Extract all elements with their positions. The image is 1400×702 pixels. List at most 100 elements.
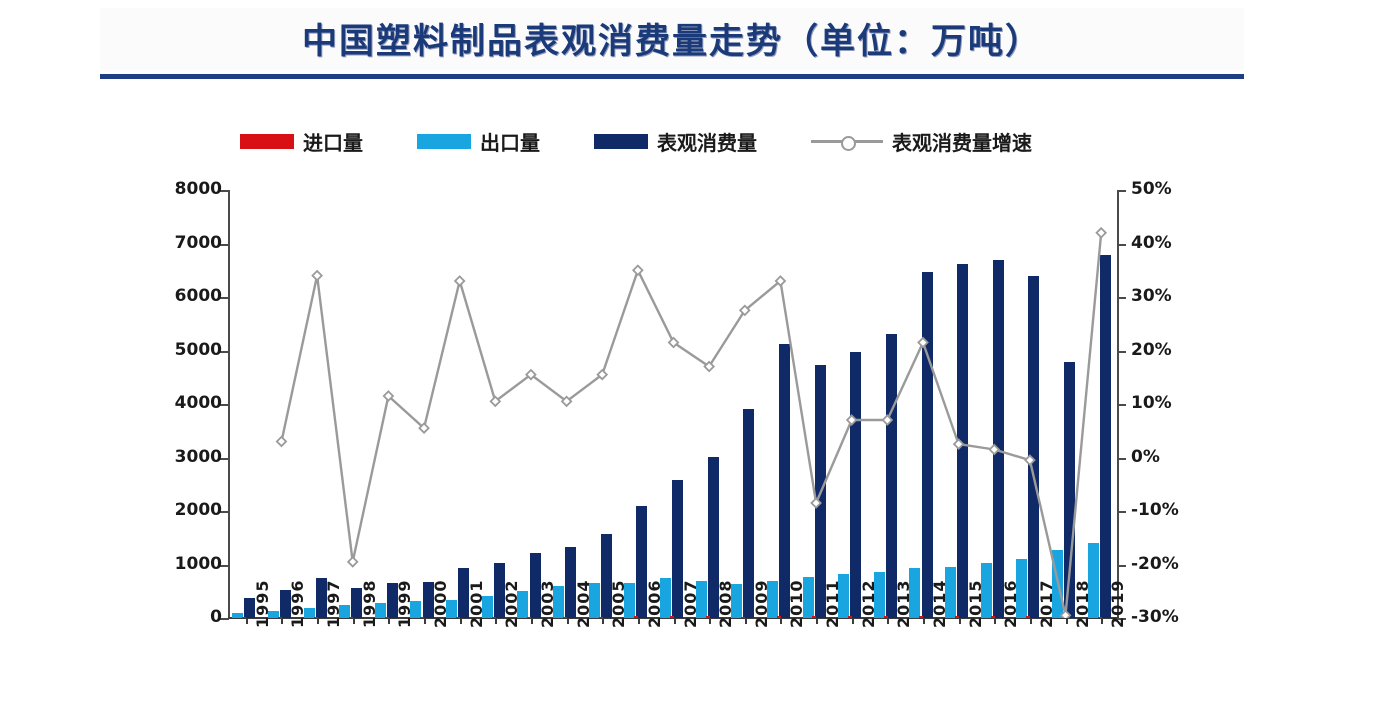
bar-export-2000[interactable] bbox=[410, 600, 422, 618]
bar-export-1998[interactable] bbox=[339, 605, 351, 618]
bar-consumption-2000[interactable] bbox=[422, 581, 434, 618]
growth-point-2007[interactable] bbox=[667, 336, 680, 349]
growth-point-2013[interactable] bbox=[881, 414, 894, 426]
bar-import-2013[interactable] bbox=[883, 616, 888, 618]
bar-import-1999[interactable] bbox=[384, 617, 389, 618]
growth-point-2004[interactable] bbox=[560, 395, 573, 408]
bar-consumption-1996[interactable] bbox=[280, 590, 292, 618]
bar-export-2005[interactable] bbox=[588, 583, 600, 618]
growth-point-2003[interactable] bbox=[525, 368, 537, 381]
bar-consumption-2015[interactable] bbox=[957, 264, 969, 618]
bar-import-2000[interactable] bbox=[420, 617, 425, 618]
bar-import-1998[interactable] bbox=[349, 617, 354, 618]
growth-point-2002[interactable] bbox=[489, 395, 502, 408]
bar-consumption-2017[interactable] bbox=[1028, 275, 1040, 618]
growth-point-2018[interactable] bbox=[1059, 609, 1072, 618]
bar-import-2015[interactable] bbox=[955, 616, 960, 618]
bar-export-2010[interactable] bbox=[766, 580, 778, 618]
growth-point-1996[interactable] bbox=[275, 435, 288, 448]
bar-consumption-2016[interactable] bbox=[992, 259, 1004, 618]
bar-export-2008[interactable] bbox=[695, 580, 707, 618]
bar-consumption-2013[interactable] bbox=[885, 333, 897, 618]
bar-consumption-1997[interactable] bbox=[315, 578, 327, 618]
growth-point-2011[interactable] bbox=[810, 497, 822, 509]
growth-point-2009[interactable] bbox=[738, 304, 751, 317]
growth-point-2010[interactable] bbox=[774, 275, 787, 287]
growth-point-2001[interactable] bbox=[453, 275, 466, 287]
bar-import-2002[interactable] bbox=[491, 616, 496, 618]
bar-consumption-2007[interactable] bbox=[672, 479, 684, 618]
bar-import-2003[interactable] bbox=[527, 616, 532, 618]
bar-export-1996[interactable] bbox=[267, 610, 279, 618]
bar-consumption-1998[interactable] bbox=[351, 588, 363, 618]
bar-consumption-2009[interactable] bbox=[743, 409, 755, 618]
bar-export-2002[interactable] bbox=[481, 595, 493, 618]
bar-import-2017[interactable] bbox=[1026, 616, 1031, 618]
bar-export-2015[interactable] bbox=[945, 566, 957, 618]
bar-import-2005[interactable] bbox=[598, 616, 603, 618]
growth-point-2005[interactable] bbox=[596, 368, 609, 381]
bar-consumption-2004[interactable] bbox=[565, 546, 577, 618]
bar-import-2019[interactable] bbox=[1097, 616, 1102, 618]
bar-export-2019[interactable] bbox=[1087, 543, 1099, 618]
bar-import-2001[interactable] bbox=[456, 616, 461, 618]
growth-point-2000[interactable] bbox=[418, 422, 430, 434]
bar-consumption-2003[interactable] bbox=[529, 553, 541, 618]
bar-consumption-2002[interactable] bbox=[493, 562, 505, 618]
bar-export-2017[interactable] bbox=[1016, 558, 1028, 618]
bar-import-2009[interactable] bbox=[741, 616, 746, 618]
bar-consumption-2001[interactable] bbox=[458, 567, 470, 618]
bar-consumption-2008[interactable] bbox=[707, 456, 719, 618]
bar-import-1996[interactable] bbox=[277, 617, 282, 618]
growth-point-2016[interactable] bbox=[988, 443, 1001, 456]
bar-import-2007[interactable] bbox=[669, 616, 674, 618]
growth-point-2019[interactable] bbox=[1095, 226, 1108, 239]
bar-import-1995[interactable] bbox=[242, 617, 247, 618]
growth-point-1999[interactable] bbox=[382, 390, 395, 402]
bar-import-2004[interactable] bbox=[563, 616, 567, 618]
bar-import-2011[interactable] bbox=[812, 616, 817, 618]
bar-consumption-2010[interactable] bbox=[778, 344, 790, 618]
legend-growth[interactable]: 表观消费量增速 bbox=[811, 127, 1032, 156]
bar-export-2009[interactable] bbox=[731, 583, 743, 618]
bar-export-2001[interactable] bbox=[446, 600, 458, 618]
growth-point-2014[interactable] bbox=[917, 336, 929, 349]
bar-import-2010[interactable] bbox=[776, 616, 781, 618]
bar-export-2013[interactable] bbox=[873, 572, 885, 618]
bar-import-2008[interactable] bbox=[705, 616, 710, 618]
bar-export-1997[interactable] bbox=[303, 607, 315, 618]
bar-consumption-2005[interactable] bbox=[600, 534, 612, 618]
bar-import-1997[interactable] bbox=[313, 617, 318, 618]
bar-consumption-1999[interactable] bbox=[386, 583, 398, 618]
growth-point-2017[interactable] bbox=[1024, 454, 1036, 467]
bar-consumption-2014[interactable] bbox=[921, 272, 933, 618]
legend-import[interactable]: 进口量 bbox=[240, 127, 363, 156]
bar-consumption-2012[interactable] bbox=[850, 351, 862, 618]
growth-point-2006[interactable] bbox=[631, 264, 644, 277]
bar-import-2012[interactable] bbox=[848, 616, 853, 618]
bar-export-2016[interactable] bbox=[980, 562, 992, 618]
bar-import-2014[interactable] bbox=[919, 615, 924, 618]
bar-import-2016[interactable] bbox=[990, 616, 995, 618]
bar-consumption-2019[interactable] bbox=[1099, 254, 1111, 618]
bar-export-2007[interactable] bbox=[659, 578, 671, 618]
bar-consumption-1995[interactable] bbox=[244, 597, 256, 618]
legend-export[interactable]: 出口量 bbox=[417, 127, 540, 156]
bar-export-2012[interactable] bbox=[838, 574, 850, 618]
bar-export-1995[interactable] bbox=[232, 612, 244, 618]
bar-export-2006[interactable] bbox=[624, 582, 636, 618]
bar-export-2004[interactable] bbox=[553, 586, 565, 618]
bar-import-2006[interactable] bbox=[634, 616, 639, 618]
bar-export-1999[interactable] bbox=[374, 603, 386, 618]
bar-export-2003[interactable] bbox=[517, 590, 529, 618]
growth-point-2008[interactable] bbox=[703, 360, 716, 373]
bar-export-2011[interactable] bbox=[802, 577, 814, 618]
bar-export-2014[interactable] bbox=[909, 567, 921, 618]
growth-point-2015[interactable] bbox=[952, 438, 965, 450]
bar-consumption-2006[interactable] bbox=[636, 505, 648, 618]
growth-point-2012[interactable] bbox=[845, 414, 858, 426]
growth-point-1997[interactable] bbox=[311, 269, 323, 282]
bar-consumption-2018[interactable] bbox=[1064, 361, 1076, 618]
growth-point-1998[interactable] bbox=[346, 555, 359, 568]
legend-consumption[interactable]: 表观消费量 bbox=[594, 127, 757, 156]
